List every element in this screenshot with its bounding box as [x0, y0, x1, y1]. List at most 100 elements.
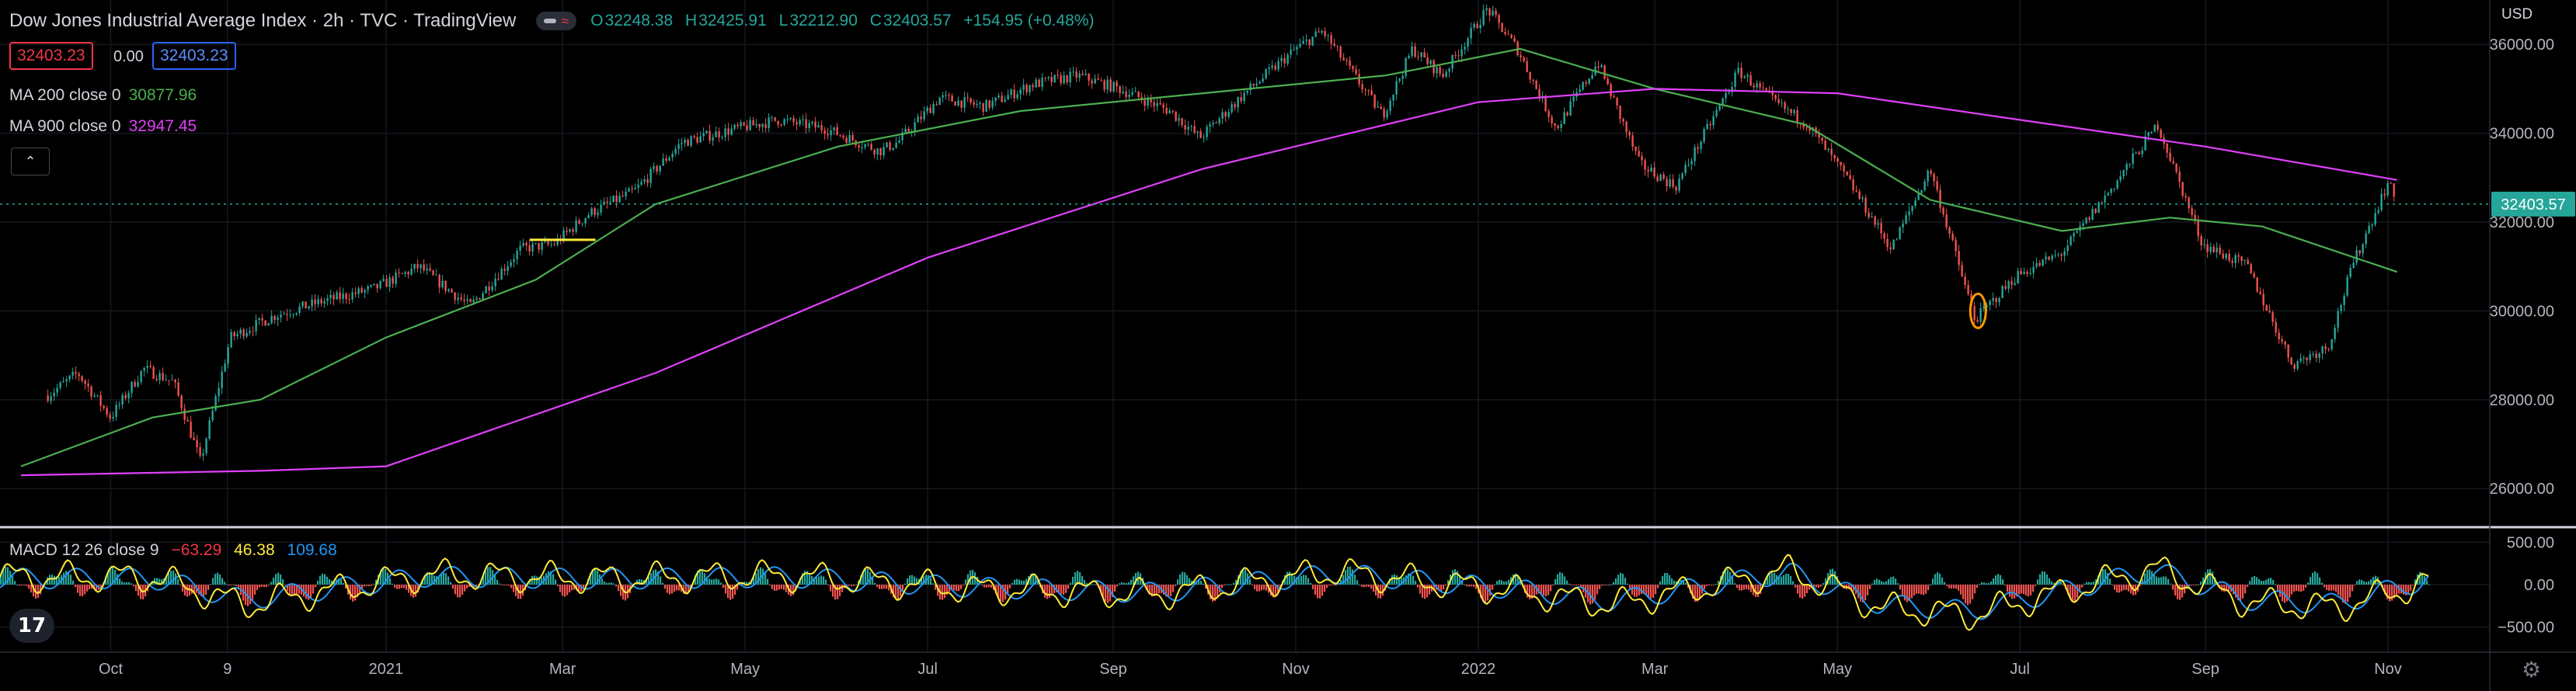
candle-body: [1572, 96, 1575, 102]
candle-body: [1930, 170, 1932, 175]
candle-body: [1196, 131, 1199, 133]
macd-histogram-bar: [960, 585, 963, 589]
macd-histogram-bar: [2121, 585, 2123, 592]
macd-histogram-bar: [664, 585, 667, 589]
macd-histogram-bar: [443, 572, 445, 585]
macd-histogram-bar: [662, 582, 664, 585]
macd-histogram-bar: [1464, 584, 1466, 585]
visibility-toggle[interactable]: ≈: [536, 12, 577, 30]
candle-body: [755, 123, 757, 126]
candle-body: [205, 439, 207, 453]
macd-histogram-bar: [200, 585, 203, 596]
macd-histogram-bar: [776, 585, 778, 591]
macd-histogram-bar: [1715, 583, 1718, 585]
macd-histogram-bar: [2179, 585, 2181, 600]
legend-ma900[interactable]: MA 900 close 0 32947.45: [9, 117, 197, 136]
macd-histogram-bar: [440, 573, 443, 585]
candle-body: [1128, 94, 1130, 98]
candle-body: [1951, 234, 1954, 240]
macd-histogram-bar: [2342, 585, 2345, 603]
candle-body: [2038, 262, 2041, 266]
macd-histogram-bar: [2370, 578, 2372, 585]
macd-histogram-bar: [1352, 569, 1354, 585]
candle-body: [634, 188, 636, 189]
candle-body: [93, 395, 96, 397]
macd-histogram-bar: [699, 568, 701, 585]
macd-histogram-bar: [1485, 585, 1487, 603]
candle-body: [827, 134, 829, 136]
macd-histogram-bar: [2025, 585, 2028, 596]
macd-histogram-bar: [1559, 571, 1561, 585]
candle-body: [1793, 109, 1795, 113]
candle-body: [1771, 92, 1774, 95]
macd-histogram-bar: [1452, 570, 1454, 585]
candle-body: [401, 273, 403, 274]
macd-histogram-bar: [783, 585, 785, 590]
macd-histogram-bar: [121, 581, 124, 585]
macd-histogram-bar: [298, 585, 301, 594]
macd-histogram-bar: [1972, 585, 1974, 599]
candle-body: [367, 286, 369, 290]
candle-body: [258, 318, 260, 321]
candle-body: [1933, 174, 1935, 182]
tradingview-logo[interactable]: 17: [9, 609, 54, 643]
macd-histogram-bar: [1319, 585, 1321, 599]
candle-body: [609, 202, 611, 203]
buy-price-box[interactable]: 32403.23: [152, 42, 236, 70]
x-tick-label: Oct: [99, 661, 124, 678]
legend-ma200[interactable]: MA 200 close 0 30877.96: [9, 86, 197, 105]
sell-price-box[interactable]: 32403.23: [9, 42, 93, 70]
candle-body: [1889, 247, 1892, 250]
macd-histogram-bar: [2181, 585, 2184, 598]
macd-histogram-bar: [1305, 575, 1307, 585]
candle-body: [68, 375, 71, 380]
candle-body: [336, 292, 338, 300]
candle-body: [920, 116, 922, 120]
candle-body: [1274, 65, 1276, 70]
candle-body: [783, 119, 785, 125]
macd-histogram-bar: [68, 571, 70, 585]
macd-histogram-bar: [1725, 568, 1727, 585]
macd-histogram-bar: [762, 568, 764, 585]
candle-body: [2296, 361, 2299, 370]
macd-signal-value: 109.68: [287, 541, 337, 559]
symbol-title[interactable]: Dow Jones Industrial Average Index · 2h …: [9, 10, 517, 31]
macd-histogram-bar: [2118, 585, 2121, 593]
macd-histogram-bar: [117, 574, 119, 585]
macd-histogram-bar: [594, 568, 597, 585]
macd-histogram-bar: [865, 568, 867, 585]
macd-histogram-bar: [382, 568, 385, 585]
macd-histogram-bar: [2296, 585, 2298, 592]
macd-histogram-bar: [2254, 575, 2256, 585]
macd-histogram-bar: [100, 585, 103, 588]
macd-histogram-bar: [781, 585, 783, 589]
candle-body: [193, 437, 195, 440]
macd-histogram-bar: [944, 585, 946, 599]
macd-histogram-bar: [345, 585, 347, 589]
candle-body: [1647, 169, 1649, 172]
candle-body: [1218, 118, 1220, 123]
candle-body: [351, 292, 353, 300]
macd-histogram-bar: [1792, 581, 1794, 585]
macd-histogram-bar: [429, 571, 431, 585]
macd-histogram-bar: [536, 576, 538, 585]
macd-histogram-bar: [1258, 585, 1261, 592]
macd-legend[interactable]: MACD 12 26 close 9 −63.29 46.38 109.68: [9, 541, 345, 560]
gear-icon[interactable]: ⚙: [2522, 658, 2542, 682]
candle-body: [1221, 112, 1224, 119]
candle-body: [1849, 175, 1851, 179]
macd-histogram-bar: [1760, 585, 1762, 594]
macd-histogram-bar: [1818, 585, 1820, 588]
macd-histogram-bar: [361, 585, 364, 589]
macd-histogram-bar: [1764, 582, 1767, 585]
macd-histogram-bar: [2363, 581, 2365, 585]
currency-label[interactable]: USD: [2501, 6, 2533, 23]
macd-histogram-bar: [1939, 573, 1941, 585]
candle-body: [1995, 297, 1997, 303]
macd-histogram-bar: [1135, 573, 1137, 585]
candle-body: [2129, 163, 2131, 165]
macd-histogram-bar: [2184, 585, 2186, 594]
candle-body: [1551, 116, 1553, 123]
collapse-legend-button[interactable]: ⌃: [11, 148, 50, 175]
